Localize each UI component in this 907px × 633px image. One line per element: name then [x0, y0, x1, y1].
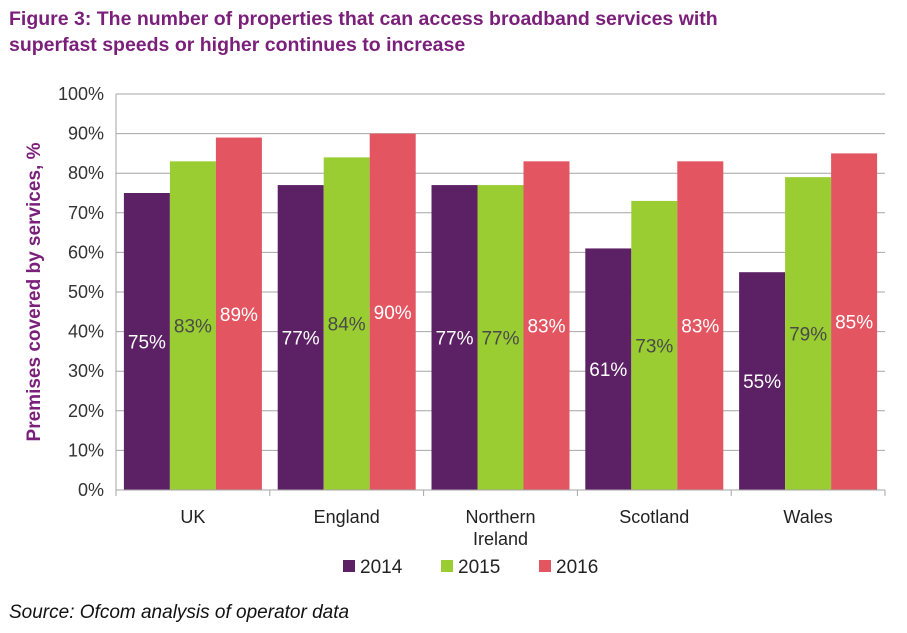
bar [323, 157, 370, 491]
bar [215, 137, 262, 490]
legend-label: 2014 [360, 557, 403, 578]
data-label: 77% [481, 329, 519, 350]
bar [677, 161, 724, 490]
legend-swatch [441, 560, 453, 572]
source-note: Source: Ofcom analysis of operator data [9, 602, 350, 623]
bar [431, 185, 478, 490]
bar [277, 185, 324, 490]
data-label: 75% [128, 333, 166, 354]
x-tick-label: Scotland [619, 507, 689, 527]
chart-title: Figure 3: The number of properties that … [9, 6, 899, 58]
bar-chart: 0% 10% 20% 30% 40% 50% 60% 70% 80% 90% 100% Premise… [24, 84, 886, 578]
data-label: 90% [374, 303, 412, 324]
y-tick-label: 90% [68, 124, 104, 144]
y-tick-label: 60% [68, 242, 104, 262]
chart-title-line-1: Figure 3: The number of properties that … [9, 8, 718, 30]
bar [477, 185, 524, 490]
data-label: 61% [589, 360, 627, 381]
y-tick-label: 20% [68, 401, 104, 421]
x-tick-label: Northern [465, 507, 535, 527]
data-label: 77% [435, 329, 473, 350]
legend-swatch [539, 560, 551, 572]
bar [585, 248, 632, 490]
data-label: 79% [789, 325, 827, 346]
y-tick-label: 10% [68, 440, 104, 460]
data-label: 84% [328, 315, 366, 336]
bar [739, 272, 786, 490]
data-label: 83% [681, 317, 719, 338]
y-tick-label: 70% [68, 203, 104, 223]
data-label: 83% [527, 317, 565, 338]
data-label: 89% [220, 305, 258, 326]
legend-swatch [343, 560, 355, 572]
data-label: 83% [174, 317, 212, 338]
bar [169, 161, 216, 490]
x-tick-label: England [314, 507, 380, 527]
data-label: 55% [743, 372, 781, 393]
data-label: 85% [835, 313, 873, 334]
bar [123, 193, 170, 490]
bar [785, 177, 832, 490]
legend-label: 2016 [556, 557, 598, 578]
bar [523, 161, 570, 490]
x-tick-label: Ireland [473, 529, 528, 549]
y-tick-label: 40% [68, 322, 104, 342]
y-tick-label: 80% [68, 163, 104, 183]
x-tick-label: UK [180, 507, 205, 527]
chart-title-line-2: superfast speeds or higher continues to … [9, 34, 466, 56]
bar [831, 153, 878, 490]
legend-label: 2015 [458, 557, 500, 578]
y-tick-label: 30% [68, 361, 104, 381]
bar [631, 200, 678, 491]
data-label: 77% [282, 329, 320, 350]
y-tick-label: 50% [68, 282, 104, 302]
y-axis-title: Premises covered by services, % [24, 142, 45, 441]
bar [369, 133, 416, 490]
data-label: 73% [635, 336, 673, 357]
x-tick-label: Wales [783, 507, 832, 527]
y-tick-label: 0% [78, 480, 104, 500]
y-tick-label: 100% [58, 84, 104, 104]
